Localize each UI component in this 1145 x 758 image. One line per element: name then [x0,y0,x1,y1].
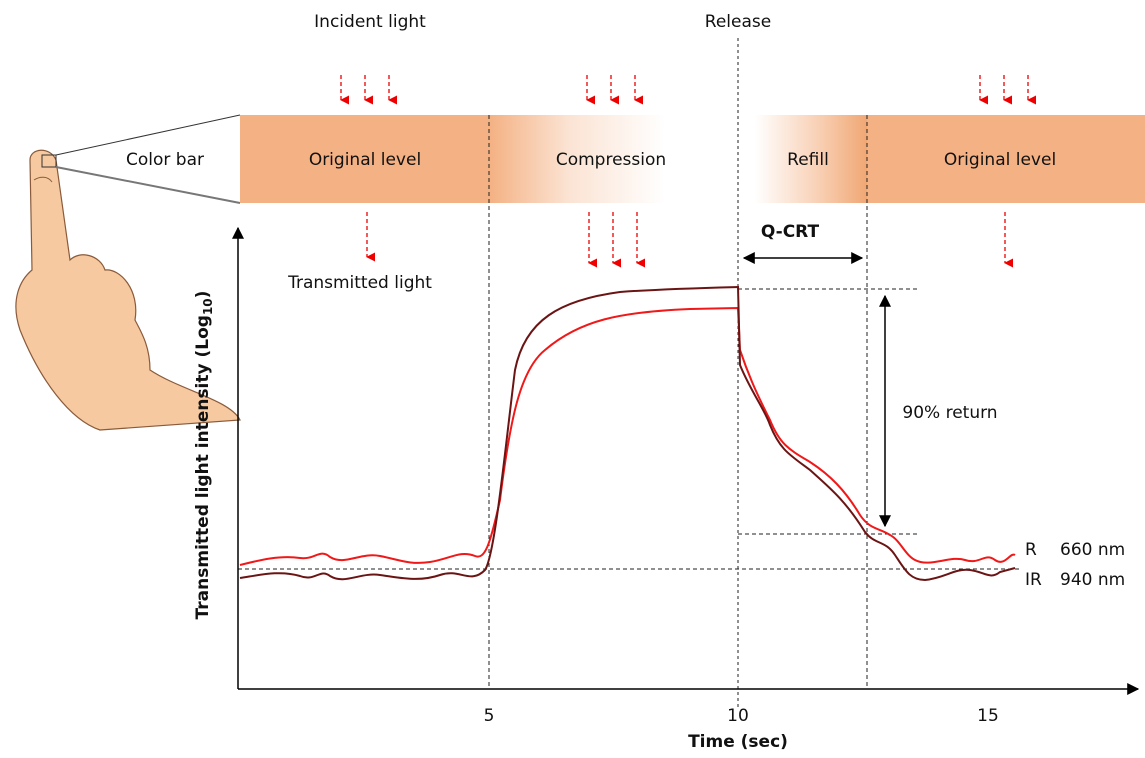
y-label-suffix: ) [193,291,213,299]
segment-label: Original level [944,150,1056,170]
red-curve [240,308,1015,565]
label: Q-CRT [761,222,820,242]
x-tick-label: 5 [484,706,495,726]
label: Release [705,12,771,32]
zoom-line [56,167,240,203]
segment-label: Original level [309,150,421,170]
label: Incident light [314,12,426,32]
x-tick-label: 10 [727,706,749,726]
segment-label: Refill [787,150,829,170]
legend-name: R [1025,540,1037,560]
zoom-line [56,115,240,155]
y-label-subscript: 10 [201,298,215,315]
diagram: Color bar Original level Compression Ref… [0,0,1145,758]
label: Color bar [126,150,204,170]
label: Transmitted light [287,273,432,293]
segment-label: Compression [556,150,666,170]
legend-name: IR [1025,570,1042,590]
y-axis-label: Transmitted light intensity (Log10) [193,291,215,620]
x-tick-label: 15 [977,706,999,726]
x-axis-label: Time (sec) [688,732,788,752]
ir-curve [240,287,1015,580]
y-label-text: Transmitted light intensity (Log [193,315,213,619]
legend-wavelength: 940 nm [1060,570,1125,590]
legend-wavelength: 660 nm [1060,540,1125,560]
label: 90% return [902,403,997,423]
